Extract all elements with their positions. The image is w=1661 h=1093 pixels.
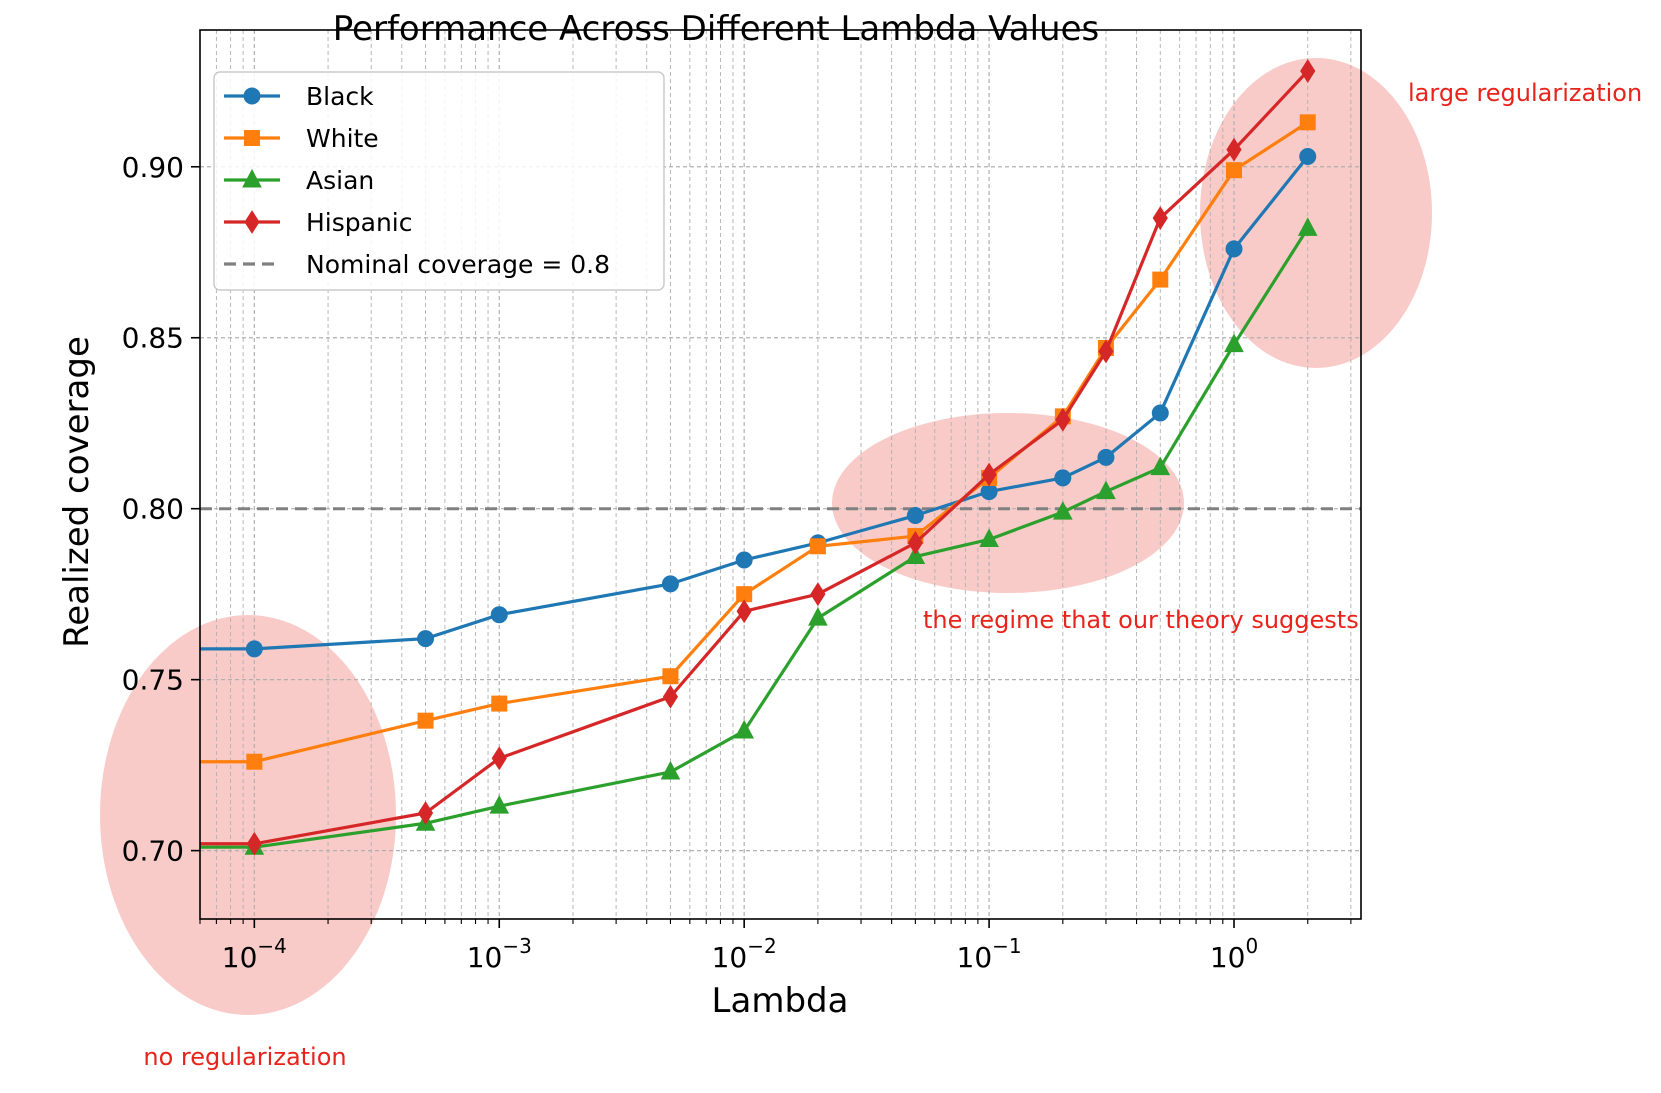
- series-black-point: [245, 640, 263, 658]
- legend-items: Black White Asian Hispanic Nominal coverage …: [224, 82, 610, 279]
- series-white-point: [1226, 162, 1243, 179]
- highlight-large-regularization: [1200, 58, 1432, 368]
- series-layer: [200, 59, 1318, 856]
- y-tick-label: 0.85: [122, 322, 184, 355]
- legend-label: Asian: [306, 166, 374, 195]
- x-tick-label: 100: [1210, 934, 1258, 974]
- x-axis-label: Lambda: [712, 981, 849, 1021]
- legend-box: [213, 71, 665, 291]
- x-tick-label: 10−2: [712, 934, 777, 974]
- series-hispanic-point: [1226, 137, 1242, 162]
- legend-marker: [243, 87, 261, 105]
- series-hispanic-point: [1055, 407, 1071, 432]
- series-black-point: [1054, 469, 1072, 487]
- legend-marker: [244, 210, 260, 234]
- series-hispanic-point: [1152, 206, 1168, 230]
- series-black-point: [1225, 240, 1243, 258]
- series-asian-point: [1096, 480, 1116, 500]
- series-asian-point: [1150, 456, 1171, 476]
- series-black-point: [661, 575, 679, 593]
- series-hispanic-point: [1098, 339, 1114, 364]
- series-black-point: [1299, 148, 1317, 166]
- legend-item-hispanic: Hispanic: [224, 208, 413, 237]
- series-asian-point: [489, 795, 510, 814]
- series-asian-point: [808, 607, 828, 626]
- legend-item-white: White: [224, 124, 379, 153]
- x-tick-label: 10−4: [222, 934, 287, 974]
- series-hispanic-point: [736, 599, 752, 624]
- series-white-point: [1152, 271, 1169, 288]
- series-hispanic-point: [417, 801, 434, 825]
- annotation-theory-regime: the regime that our theory suggests: [923, 606, 1359, 634]
- y-tick-label: 0.80: [122, 493, 184, 526]
- series-hispanic-point: [246, 831, 262, 856]
- series-black-point: [490, 606, 508, 624]
- x-tick-label: 10−3: [467, 934, 532, 974]
- legend-marker: [244, 130, 260, 146]
- series-white-point: [1299, 114, 1316, 131]
- legend-label: White: [306, 124, 379, 153]
- legend-item-black: Black: [224, 82, 374, 111]
- plot-frame: [199, 29, 1362, 920]
- highlight-regions: [100, 58, 1432, 1015]
- series-asian: [200, 217, 1318, 855]
- series-black-point: [417, 630, 435, 648]
- series-black: [200, 148, 1317, 658]
- series-asian-point: [979, 528, 999, 547]
- series-white-point: [246, 753, 263, 770]
- legend-label: Hispanic: [306, 208, 413, 237]
- series-hispanic: [200, 59, 1316, 856]
- legend-label: Black: [306, 82, 374, 111]
- annotation-no-regularization: no regularization: [143, 1043, 346, 1071]
- legend-label: Nominal coverage = 0.8: [306, 250, 610, 279]
- chart-title: Performance Across Different Lambda Valu…: [333, 9, 1099, 49]
- y-tick-label: 0.70: [122, 835, 184, 868]
- series-asian-point: [1052, 501, 1073, 520]
- highlight-theory-regime: [832, 413, 1184, 593]
- series-asian-point: [1297, 217, 1318, 236]
- series-white-point: [491, 695, 508, 712]
- series-hispanic-point: [1300, 59, 1316, 83]
- y-tick-label: 0.75: [122, 664, 184, 697]
- highlight-no-regularization: [100, 615, 396, 1015]
- series-hispanic-point: [662, 684, 679, 709]
- series-black-point: [1151, 404, 1169, 422]
- series-hispanic-point: [907, 530, 923, 555]
- series-white-point: [417, 712, 434, 729]
- series-black-point: [906, 507, 924, 525]
- series-white-point: [809, 538, 826, 555]
- series-black-point: [735, 551, 753, 569]
- series-asian-point: [734, 719, 755, 739]
- series-black-point: [1097, 448, 1115, 466]
- x-tick-label: 10−1: [957, 934, 1022, 974]
- series-asian-point: [1224, 333, 1244, 353]
- axis-ticks: 0.70 0.75 0.80 0.85 0.90 10−4 10−3 10−2 10−1 100: [122, 151, 1352, 974]
- legend-item-asian: Asian: [224, 166, 374, 195]
- legend-marker: [242, 168, 262, 188]
- y-axis-label: Realized coverage: [57, 336, 97, 648]
- series-asian-point: [660, 760, 681, 780]
- legend-item-nominal: Nominal coverage = 0.8: [224, 250, 610, 279]
- annotation-large-regularization: large regularization: [1408, 79, 1642, 107]
- series-hispanic-point: [810, 582, 826, 607]
- series-hispanic-point: [491, 746, 507, 771]
- y-tick-label: 0.90: [122, 151, 184, 184]
- series-hispanic-point: [981, 462, 997, 487]
- series-white-point: [662, 668, 679, 685]
- series-asian-point: [905, 545, 926, 565]
- legend: Black White Asian Hispanic Nominal coverage …: [213, 71, 665, 291]
